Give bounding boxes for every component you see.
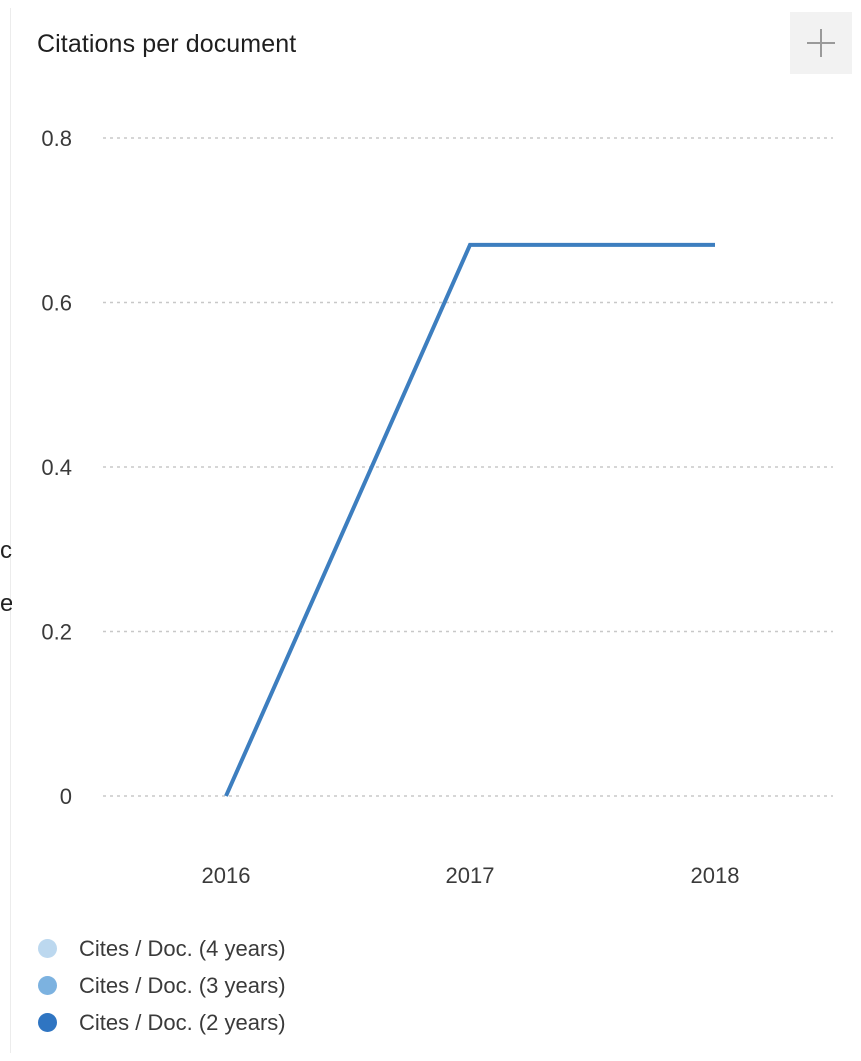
y-tick-label-2: 0.4: [41, 455, 72, 480]
x-tick-label-0: 2016: [202, 863, 251, 888]
x-tick-label-1: 2017: [446, 863, 495, 888]
legend-label-2-years: Cites / Doc. (2 years): [79, 1009, 286, 1035]
y-tick-label-0: 0: [60, 784, 72, 809]
clipped-text-2: e: [0, 590, 12, 617]
legend-dot-3-years: [38, 976, 57, 995]
legend-item-4-years[interactable]: Cites / Doc. (4 years): [38, 930, 286, 967]
legend-dot-2-years: [38, 1013, 57, 1032]
legend-dot-4-years: [38, 939, 57, 958]
add-button[interactable]: [790, 12, 852, 74]
clipped-text-1: c: [0, 537, 12, 564]
y-tick-label-3: 0.6: [41, 291, 72, 316]
y-tick-label-1: 0.2: [41, 620, 72, 645]
series-line-0: [224, 242, 715, 797]
y-tick-label-4: 0.8: [41, 126, 72, 151]
legend-label-3-years: Cites / Doc. (3 years): [79, 972, 286, 998]
plus-icon-vertical: [820, 29, 822, 57]
legend-label-4-years: Cites / Doc. (4 years): [79, 935, 286, 961]
chart-card: [10, 8, 851, 1053]
legend-item-2-years[interactable]: Cites / Doc. (2 years): [38, 1004, 286, 1041]
chart-title: Citations per document: [37, 30, 297, 58]
line-chart: 0 0.2 0.4 0.6 0.8 2016 2017 2018: [41, 126, 833, 888]
legend: Cites / Doc. (4 years) Cites / Doc. (3 y…: [38, 930, 286, 1041]
x-tick-label-2: 2018: [691, 863, 740, 888]
legend-item-3-years[interactable]: Cites / Doc. (3 years): [38, 967, 286, 1004]
